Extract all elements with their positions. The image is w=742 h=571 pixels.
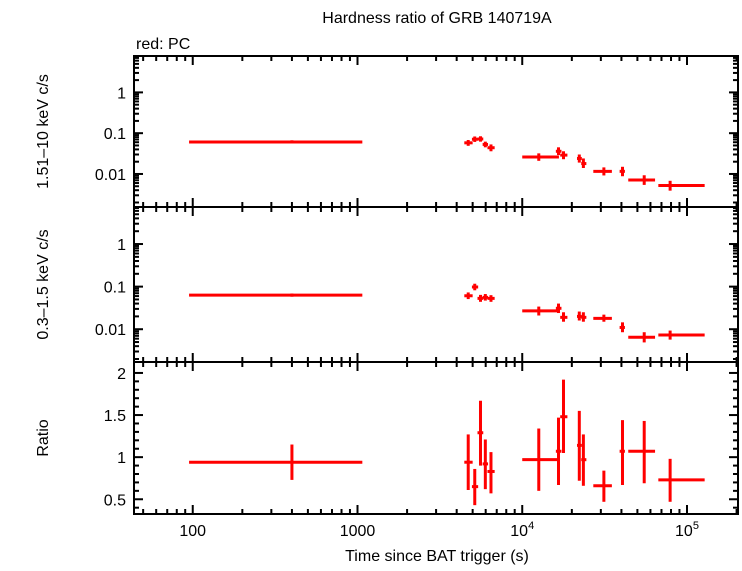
data-point <box>628 175 656 185</box>
data-point <box>189 444 363 480</box>
y-tick-label: 0.1 <box>104 280 126 297</box>
data-point <box>522 306 559 316</box>
data-point <box>555 303 562 314</box>
chart-title: Hardness ratio of GRB 140719A <box>322 10 552 27</box>
data-point <box>581 312 587 322</box>
x-tick-label: 100 <box>179 523 206 540</box>
data-point <box>487 452 495 494</box>
y-axis-label: 0.3–1.5 keV c/s <box>35 229 52 339</box>
y-tick-label: 1.5 <box>104 408 126 425</box>
data-point <box>522 428 559 491</box>
legend-note: red: PC <box>136 36 190 53</box>
data-point <box>593 314 612 322</box>
panel-soft-band: 1 0.1 0.01 0.3–1.5 keV c/s <box>35 206 739 363</box>
data-point <box>189 293 363 297</box>
data-point <box>477 400 484 466</box>
data-point <box>477 136 484 142</box>
data-point <box>577 154 582 163</box>
data-point <box>464 292 473 300</box>
data-point <box>487 144 495 152</box>
x-tick-label: 1000 <box>340 523 376 540</box>
data-point <box>464 434 473 490</box>
panel-frame <box>133 206 739 363</box>
data-point <box>577 311 582 321</box>
y-tick-label: 0.01 <box>95 322 126 339</box>
y-tick-label: 0.1 <box>104 126 126 143</box>
y-tick-label: 0.5 <box>104 492 126 509</box>
data-point <box>477 294 484 302</box>
y-tick-label: 2 <box>117 366 126 383</box>
data-point <box>581 158 587 169</box>
x-tick-label: 105 <box>675 520 699 540</box>
data-point <box>593 470 612 502</box>
data-point <box>471 136 479 142</box>
data-point <box>581 434 587 486</box>
data-point <box>658 180 705 191</box>
data-point <box>482 439 489 490</box>
data-point <box>464 140 473 146</box>
data-point <box>560 151 568 160</box>
data-point <box>658 330 705 340</box>
data-point <box>555 417 562 485</box>
x-axis-label: Time since BAT trigger (s) <box>345 548 529 565</box>
y-tick-label: 1 <box>117 450 126 467</box>
y-tick-label: 0.01 <box>95 167 126 184</box>
panel-frame <box>133 361 739 515</box>
data-point <box>189 140 363 144</box>
data-point <box>471 283 479 291</box>
panel-ratio: 2 1.5 1 0.5 Ratio <box>35 361 739 515</box>
data-point <box>555 147 562 156</box>
data-point <box>619 322 625 333</box>
panel-hard-band: 1 0.1 0.01 1.51–10 keV c/s <box>35 55 739 208</box>
y-tick-label: 1 <box>117 237 126 254</box>
data-point <box>522 153 559 161</box>
y-tick-label: 1 <box>117 85 126 102</box>
data-point <box>619 420 625 485</box>
data-point <box>482 141 489 148</box>
x-tick-label: 104 <box>510 520 534 540</box>
data-point <box>658 458 705 502</box>
panel-frame <box>133 55 739 208</box>
data-point <box>628 332 656 343</box>
data-point <box>487 295 495 302</box>
data-point <box>471 468 479 506</box>
data-point <box>593 167 612 176</box>
data-point <box>560 312 568 322</box>
data-point <box>560 379 568 453</box>
data-point <box>628 420 656 484</box>
y-axis-label: 1.51–10 keV c/s <box>35 74 52 189</box>
data-point <box>482 294 489 301</box>
data-point <box>577 410 582 481</box>
y-axis-label: Ratio <box>35 419 52 456</box>
data-point <box>619 166 625 177</box>
